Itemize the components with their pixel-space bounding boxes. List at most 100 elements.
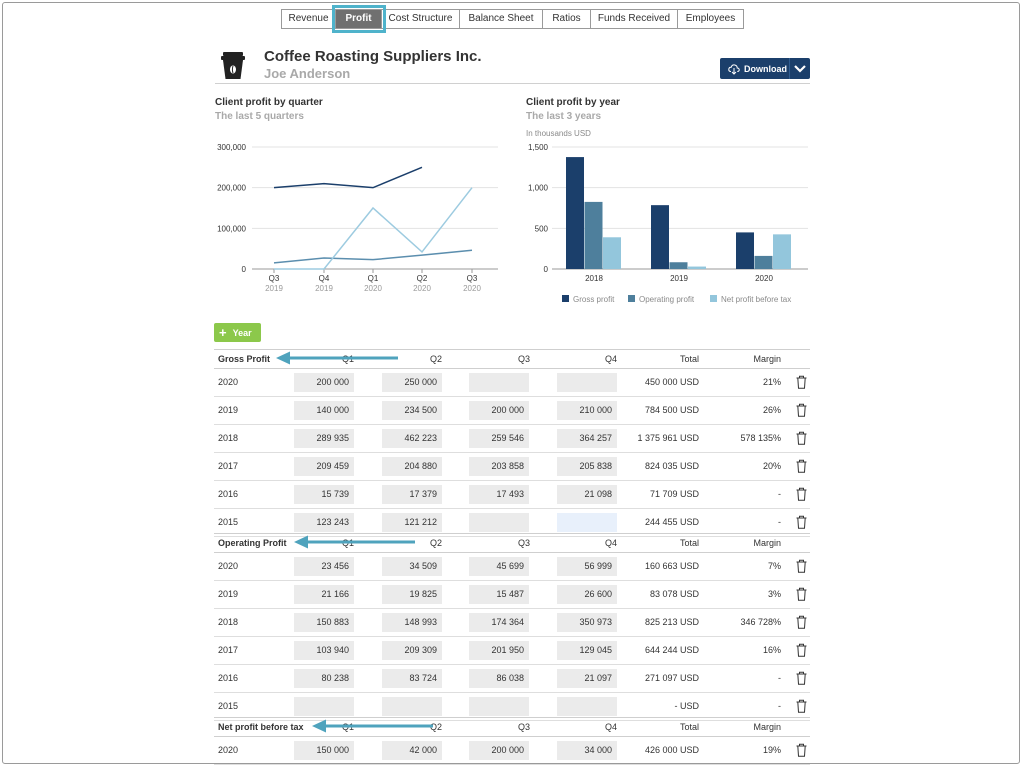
q1-input[interactable]: 80 238 [294,669,354,688]
trash-icon[interactable] [796,403,807,417]
q3-input[interactable] [469,513,529,532]
q1-input[interactable]: 289 935 [294,429,354,448]
q2-input[interactable]: 17 379 [382,485,442,504]
section-title: Gross Profit [218,354,271,364]
q4-input[interactable]: 26 600 [557,585,617,604]
row-year: 2018 [218,433,239,443]
x-tick-year: 2020 [413,284,431,293]
q1-input[interactable]: 150 000 [294,741,354,760]
tab-cost-structure[interactable]: Cost Structure [382,9,460,29]
q2-input[interactable] [382,697,442,716]
column-header-q3: Q3 [517,538,530,548]
q2-input[interactable]: 121 212 [382,513,442,532]
chevron-down-icon[interactable] [789,58,810,79]
row-year: 2015 [218,517,239,527]
trash-icon[interactable] [796,559,807,573]
trash-icon[interactable] [796,487,807,501]
q4-input[interactable]: 210 000 [557,401,617,420]
tab-funds-received[interactable]: Funds Received [591,9,678,29]
trash-icon[interactable] [796,587,807,601]
q4-input[interactable]: 21 097 [557,669,617,688]
q2-input[interactable]: 19 825 [382,585,442,604]
q2-input[interactable]: 209 309 [382,641,442,660]
q1-input[interactable]: 15 739 [294,485,354,504]
q1-input[interactable]: 23 456 [294,557,354,576]
column-header-q2: Q2 [429,538,442,548]
q3-input[interactable]: 200 000 [469,401,529,420]
q1-input[interactable]: 103 940 [294,641,354,660]
q3-input[interactable]: 203 858 [469,457,529,476]
tab-ratios[interactable]: Ratios [543,9,591,29]
trash-icon[interactable] [796,615,807,629]
trash-icon[interactable] [796,743,807,757]
q1-input[interactable]: 200 000 [294,373,354,392]
bar-2019-2 [669,262,688,269]
q2-input[interactable]: 83 724 [382,669,442,688]
q2-input[interactable]: 234 500 [382,401,442,420]
q3-input[interactable] [469,373,529,392]
q3-input[interactable]: 200 000 [469,741,529,760]
q3-input[interactable] [469,697,529,716]
table-row: 2018 150 883 148 993 174 364 350 973 825 213 … [214,609,810,637]
q4-input[interactable]: 350 973 [557,613,617,632]
q3-input[interactable]: 201 950 [469,641,529,660]
q3-input[interactable]: 45 699 [469,557,529,576]
q4-input[interactable]: 129 045 [557,641,617,660]
trash-icon[interactable] [796,643,807,657]
q2-input[interactable]: 204 880 [382,457,442,476]
q4-input[interactable]: 205 838 [557,457,617,476]
q3-input[interactable]: 259 546 [469,429,529,448]
tab-profit[interactable]: Profit [332,5,386,33]
q1-input[interactable]: 140 000 [294,401,354,420]
trash-icon[interactable] [796,671,807,685]
table-row: 2020 23 456 34 509 45 699 56 999 160 663 USD 7… [214,553,810,581]
tab-balance-sheet[interactable]: Balance Sheet [460,9,543,29]
table-row: 2015 - USD - [214,693,810,721]
q4-input[interactable]: 56 999 [557,557,617,576]
q4-input[interactable] [557,513,617,532]
tab-employees[interactable]: Employees [678,9,744,29]
table-row: 2016 15 739 17 379 17 493 21 098 71 709 USD - [214,481,810,509]
annotation-arrow [312,719,433,733]
line-series-3 [274,187,473,270]
annotation-arrow [294,535,415,549]
x-tick-year: 2020 [364,284,382,293]
q2-input[interactable]: 42 000 [382,741,442,760]
q2-input[interactable]: 462 223 [382,429,442,448]
q3-input[interactable]: 17 493 [469,485,529,504]
column-header-q4: Q4 [604,538,617,548]
q4-input[interactable] [557,373,617,392]
column-header-total: Total [679,538,699,548]
row-margin: - [778,673,781,683]
table-row: 2020 150 000 42 000 200 000 34 000 426 000 US… [214,737,810,765]
trash-icon[interactable] [796,699,807,713]
trash-icon[interactable] [796,459,807,473]
section-net-profit-before-tax: Net profit before taxQ1Q2Q3Q4TotalMargin… [214,717,810,765]
q4-input[interactable] [557,697,617,716]
trash-icon[interactable] [796,431,807,445]
column-header-q3: Q3 [517,722,530,732]
q4-input[interactable]: 364 257 [557,429,617,448]
q4-input[interactable]: 34 000 [557,741,617,760]
add-year-button[interactable]: + Year [214,323,261,342]
row-margin: - [778,517,781,527]
q1-input[interactable]: 209 459 [294,457,354,476]
q2-input[interactable]: 34 509 [382,557,442,576]
q1-input[interactable]: 123 243 [294,513,354,532]
q3-input[interactable]: 15 487 [469,585,529,604]
q3-input[interactable]: 174 364 [469,613,529,632]
q2-input[interactable]: 148 993 [382,613,442,632]
row-margin: 26% [762,405,781,415]
download-button[interactable]: Download [720,58,810,79]
tab-revenue[interactable]: Revenue [281,9,336,29]
x-tick-label: 2019 [670,274,688,283]
q2-input[interactable]: 250 000 [382,373,442,392]
trash-icon[interactable] [796,515,807,529]
trash-icon[interactable] [796,375,807,389]
q1-input[interactable]: 21 166 [294,585,354,604]
q4-input[interactable]: 21 098 [557,485,617,504]
q1-input[interactable] [294,697,354,716]
q1-input[interactable]: 150 883 [294,613,354,632]
q3-input[interactable]: 86 038 [469,669,529,688]
legend-swatch [628,295,635,302]
